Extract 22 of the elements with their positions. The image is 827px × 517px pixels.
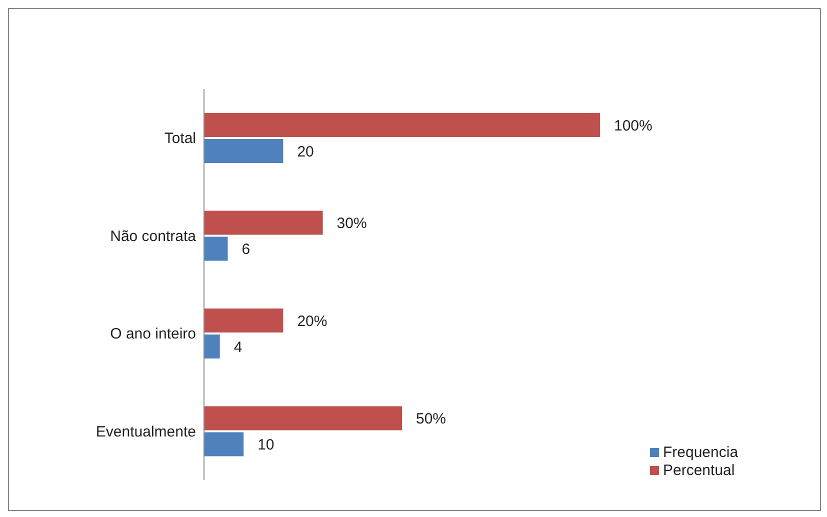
bar <box>204 236 228 261</box>
bar <box>204 432 244 456</box>
data-label: 4 <box>234 338 242 356</box>
y-tick-label: Total <box>164 130 196 148</box>
bar <box>204 406 402 430</box>
bar <box>204 113 600 137</box>
y-tick-label: Eventualmente <box>96 423 196 440</box>
data-label: 30% <box>336 215 367 232</box>
data-label: 20% <box>297 312 328 330</box>
bar <box>204 308 284 332</box>
bar <box>204 334 220 358</box>
data-label: 100% <box>614 117 652 134</box>
data-label: 20 <box>297 143 314 160</box>
data-label: 50% <box>416 410 446 428</box>
data-label: 10 <box>258 436 274 454</box>
bar <box>204 210 323 235</box>
bar <box>204 139 284 163</box>
data-label: 6 <box>242 241 250 258</box>
legend-label: Percentual <box>663 462 735 479</box>
legend-label: Frequencia <box>663 444 738 461</box>
y-tick-label: O ano inteiro <box>110 326 196 343</box>
y-tick-label: Não contrata <box>110 228 197 245</box>
